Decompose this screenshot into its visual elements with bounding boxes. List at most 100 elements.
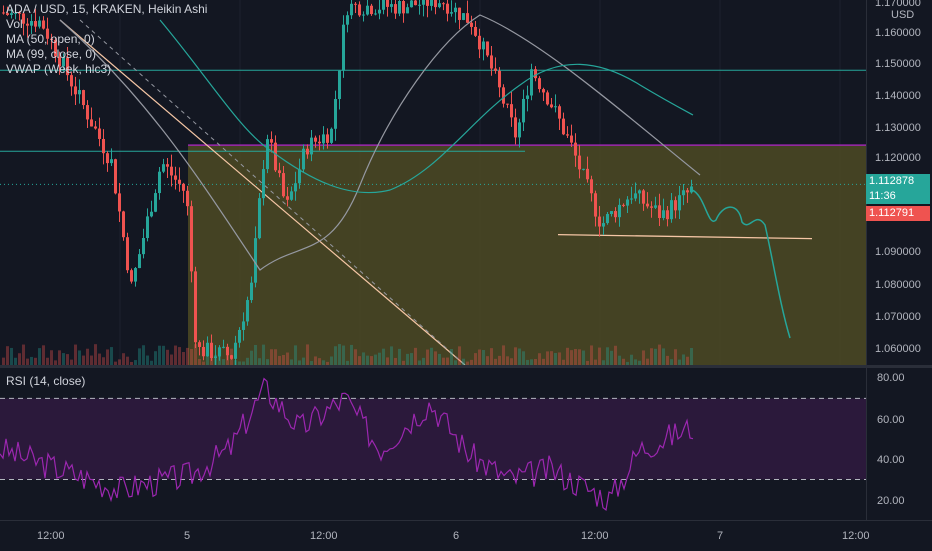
candle [214,356,217,358]
volume-bar [70,359,73,365]
rsi-band [0,398,866,480]
rsi-legend[interactable]: RSI (14, close) [6,374,86,388]
rsi-tick: 40.00 [877,454,905,466]
candle [98,128,101,139]
volume-bar [114,361,117,365]
volume-bar [222,359,225,365]
volume-bar [226,352,229,365]
volume-bar [426,349,429,365]
candle [386,0,389,7]
ma50-indicator-label[interactable]: MA (50, open, 0) [6,32,95,46]
volume-bar [630,354,633,365]
candle [18,12,21,14]
rsi-pane[interactable] [0,368,866,520]
candle [6,13,9,15]
volume-bar [194,344,197,365]
volume-bar [190,349,193,365]
candle [426,0,429,6]
ma50-line [159,19,694,194]
time-axis[interactable]: 12:00 5 12:00 6 12:00 7 12:00 [0,520,932,551]
candle [598,216,601,227]
volume-bar [266,359,269,365]
volume-bar [658,344,661,365]
candle [630,198,633,200]
candle [482,41,485,50]
volume-bar [526,359,529,365]
volume-bar [110,347,113,365]
price-chart[interactable] [0,0,866,365]
rsi-axis[interactable]: 80.00 60.00 40.00 20.00 [866,368,932,520]
volume-bar [418,360,421,365]
candle [670,200,673,220]
volume-bar [286,352,289,365]
volume-bar [690,347,693,365]
candle [390,4,393,7]
candle [298,169,301,184]
volume-bar [686,356,689,365]
candle [590,179,593,194]
volume-bar [86,348,89,365]
candle [90,119,93,127]
rsi-chart[interactable] [0,368,866,520]
volume-bar [6,346,9,365]
volume-bar [494,358,497,365]
candle [410,0,413,8]
candle [270,139,273,143]
volume-bar [618,355,621,365]
candle [494,68,497,71]
volume-bar [270,349,273,365]
volume-bar [146,355,149,365]
candle [210,342,213,358]
candle [46,28,49,39]
volume-bar [414,347,417,365]
candle [626,199,629,206]
volume-bar [666,355,669,365]
volume-bar [78,350,81,365]
volume-bar [550,351,553,365]
volume-bar [654,348,657,365]
candle [362,14,365,16]
volume-bar [314,356,317,365]
pane-separator[interactable] [0,365,932,368]
candle [526,95,529,99]
candle [302,148,305,170]
chart-legend: ADA / USD, 15, KRAKEN, Heikin Ashi Vol M… [6,2,207,77]
volume-bar [38,348,41,365]
volume-bar [386,357,389,365]
volume-bar [54,360,57,365]
candle [74,86,77,95]
volume-bar [326,361,329,365]
volume-bar [398,348,401,365]
vwap-indicator-label[interactable]: VWAP (Week, hlc3) [6,62,112,76]
volume-bar [122,353,125,365]
volume-bar [514,347,517,365]
volume-bar [42,345,45,365]
candle [126,237,129,271]
volume-bar [462,358,465,365]
volume-bar [154,351,157,365]
candle [682,190,685,196]
candle [182,183,185,191]
volume-bar [578,349,581,365]
candle [454,7,457,13]
candle [102,138,105,154]
candle [446,3,449,14]
volume-bar [334,346,337,365]
volume-bar [562,359,565,365]
volume-bar [178,347,181,365]
candle [254,238,257,283]
price-axis[interactable]: 1.170000 USD 1.160000 1.150000 1.140000 … [866,0,932,365]
candle [178,179,181,184]
volume-bar [374,354,377,365]
ma99-indicator-label[interactable]: MA (99, close, 0) [6,47,97,61]
symbol-title[interactable]: ADA / USD, 15, KRAKEN, Heikin Ashi [6,2,208,16]
price-chart-pane[interactable] [0,0,866,365]
candle [422,0,425,5]
candle [346,15,349,25]
volume-bar [94,344,97,365]
candle [514,117,517,138]
volume-bar [470,359,473,365]
time-tick: 12:00 [37,530,65,542]
vol-indicator-label[interactable]: Vol [6,17,23,31]
last-price-tag: 1.112791 [866,206,930,221]
